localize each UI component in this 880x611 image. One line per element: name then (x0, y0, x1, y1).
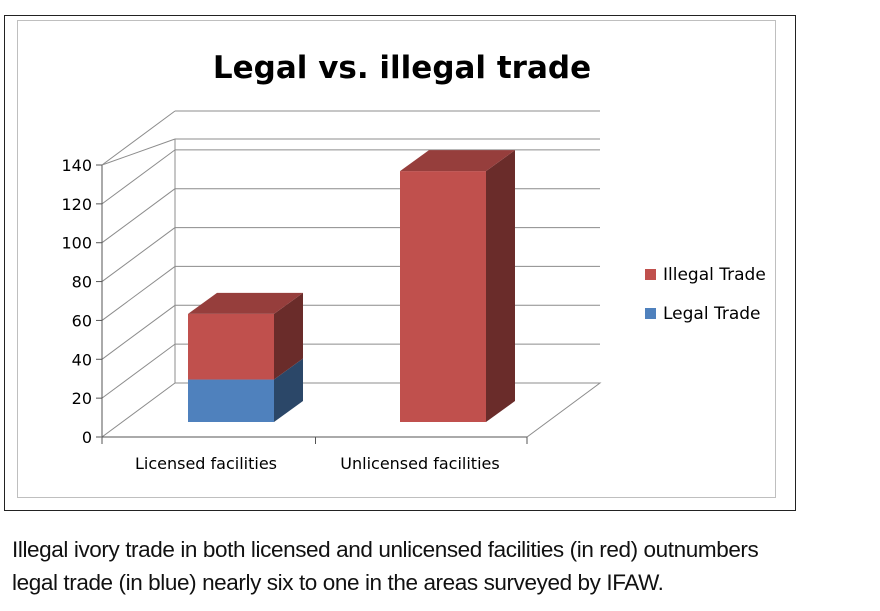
caption-line-2: legal trade (in blue) nearly six to one … (12, 570, 664, 595)
legend-label: Legal Trade (663, 304, 761, 324)
bar-legal-trade-1 (188, 358, 303, 422)
bar-illegal-trade-2-top (400, 150, 515, 172)
y-tick-label: 40 (72, 350, 92, 369)
gridline-diagonal (101, 343, 176, 399)
bar-illegal-trade-2 (400, 150, 515, 422)
y-tick-label: 60 (72, 311, 92, 330)
gridline-diagonal (101, 188, 176, 244)
gridline-diagonal (101, 266, 176, 321)
gridline-diagonal (101, 149, 176, 205)
gridline-diagonal (101, 110, 176, 166)
y-tick-label: 80 (72, 273, 92, 292)
chart-title: Legal vs. illegal trade (213, 50, 591, 86)
bar-legal-trade-1-front (188, 379, 274, 422)
legend-swatch (645, 269, 656, 280)
y-tick-label: 140 (61, 156, 92, 175)
floor-plane (100, 382, 602, 438)
bar-illegal-trade-1-front (188, 313, 274, 380)
gridline-diagonal (101, 138, 176, 166)
bar-illegal-trade-2-side (486, 150, 515, 422)
bar-illegal-trade-2-front (400, 171, 486, 422)
bar-legal-trade-1-side (274, 358, 303, 422)
y-tick-label: 20 (72, 389, 92, 408)
gridline-diagonal (101, 304, 176, 360)
caption-line-1: Illegal ivory trade in both licensed and… (12, 537, 759, 562)
figure-caption: Illegal ivory trade in both licensed and… (12, 533, 872, 599)
y-tick-label: 120 (61, 195, 92, 214)
legend-swatch (645, 308, 656, 319)
gridline-diagonal (101, 227, 176, 282)
x-category-label: Unlicensed facilities (340, 454, 499, 473)
chart-floor (100, 382, 602, 444)
y-tick-label: 100 (61, 234, 92, 253)
legal-vs-illegal-trade-chart: Legal vs. illegal trade 0 20 40 60 80 100 120 1… (61, 50, 766, 473)
bar-illegal-trade-1 (188, 292, 303, 380)
legend-label: Illegal Trade (663, 265, 766, 285)
y-tick-label: 0 (82, 428, 92, 447)
bar-illegal-trade-1-side (274, 292, 303, 380)
x-category-label: Licensed facilities (135, 454, 277, 473)
legend: Illegal Trade Legal Trade (645, 265, 766, 324)
bar-illegal-trade-1-top (188, 292, 303, 314)
axis-labels: 0 20 40 60 80 100 120 140 Licensed facilities Unl… (61, 156, 499, 473)
bars (188, 150, 515, 422)
